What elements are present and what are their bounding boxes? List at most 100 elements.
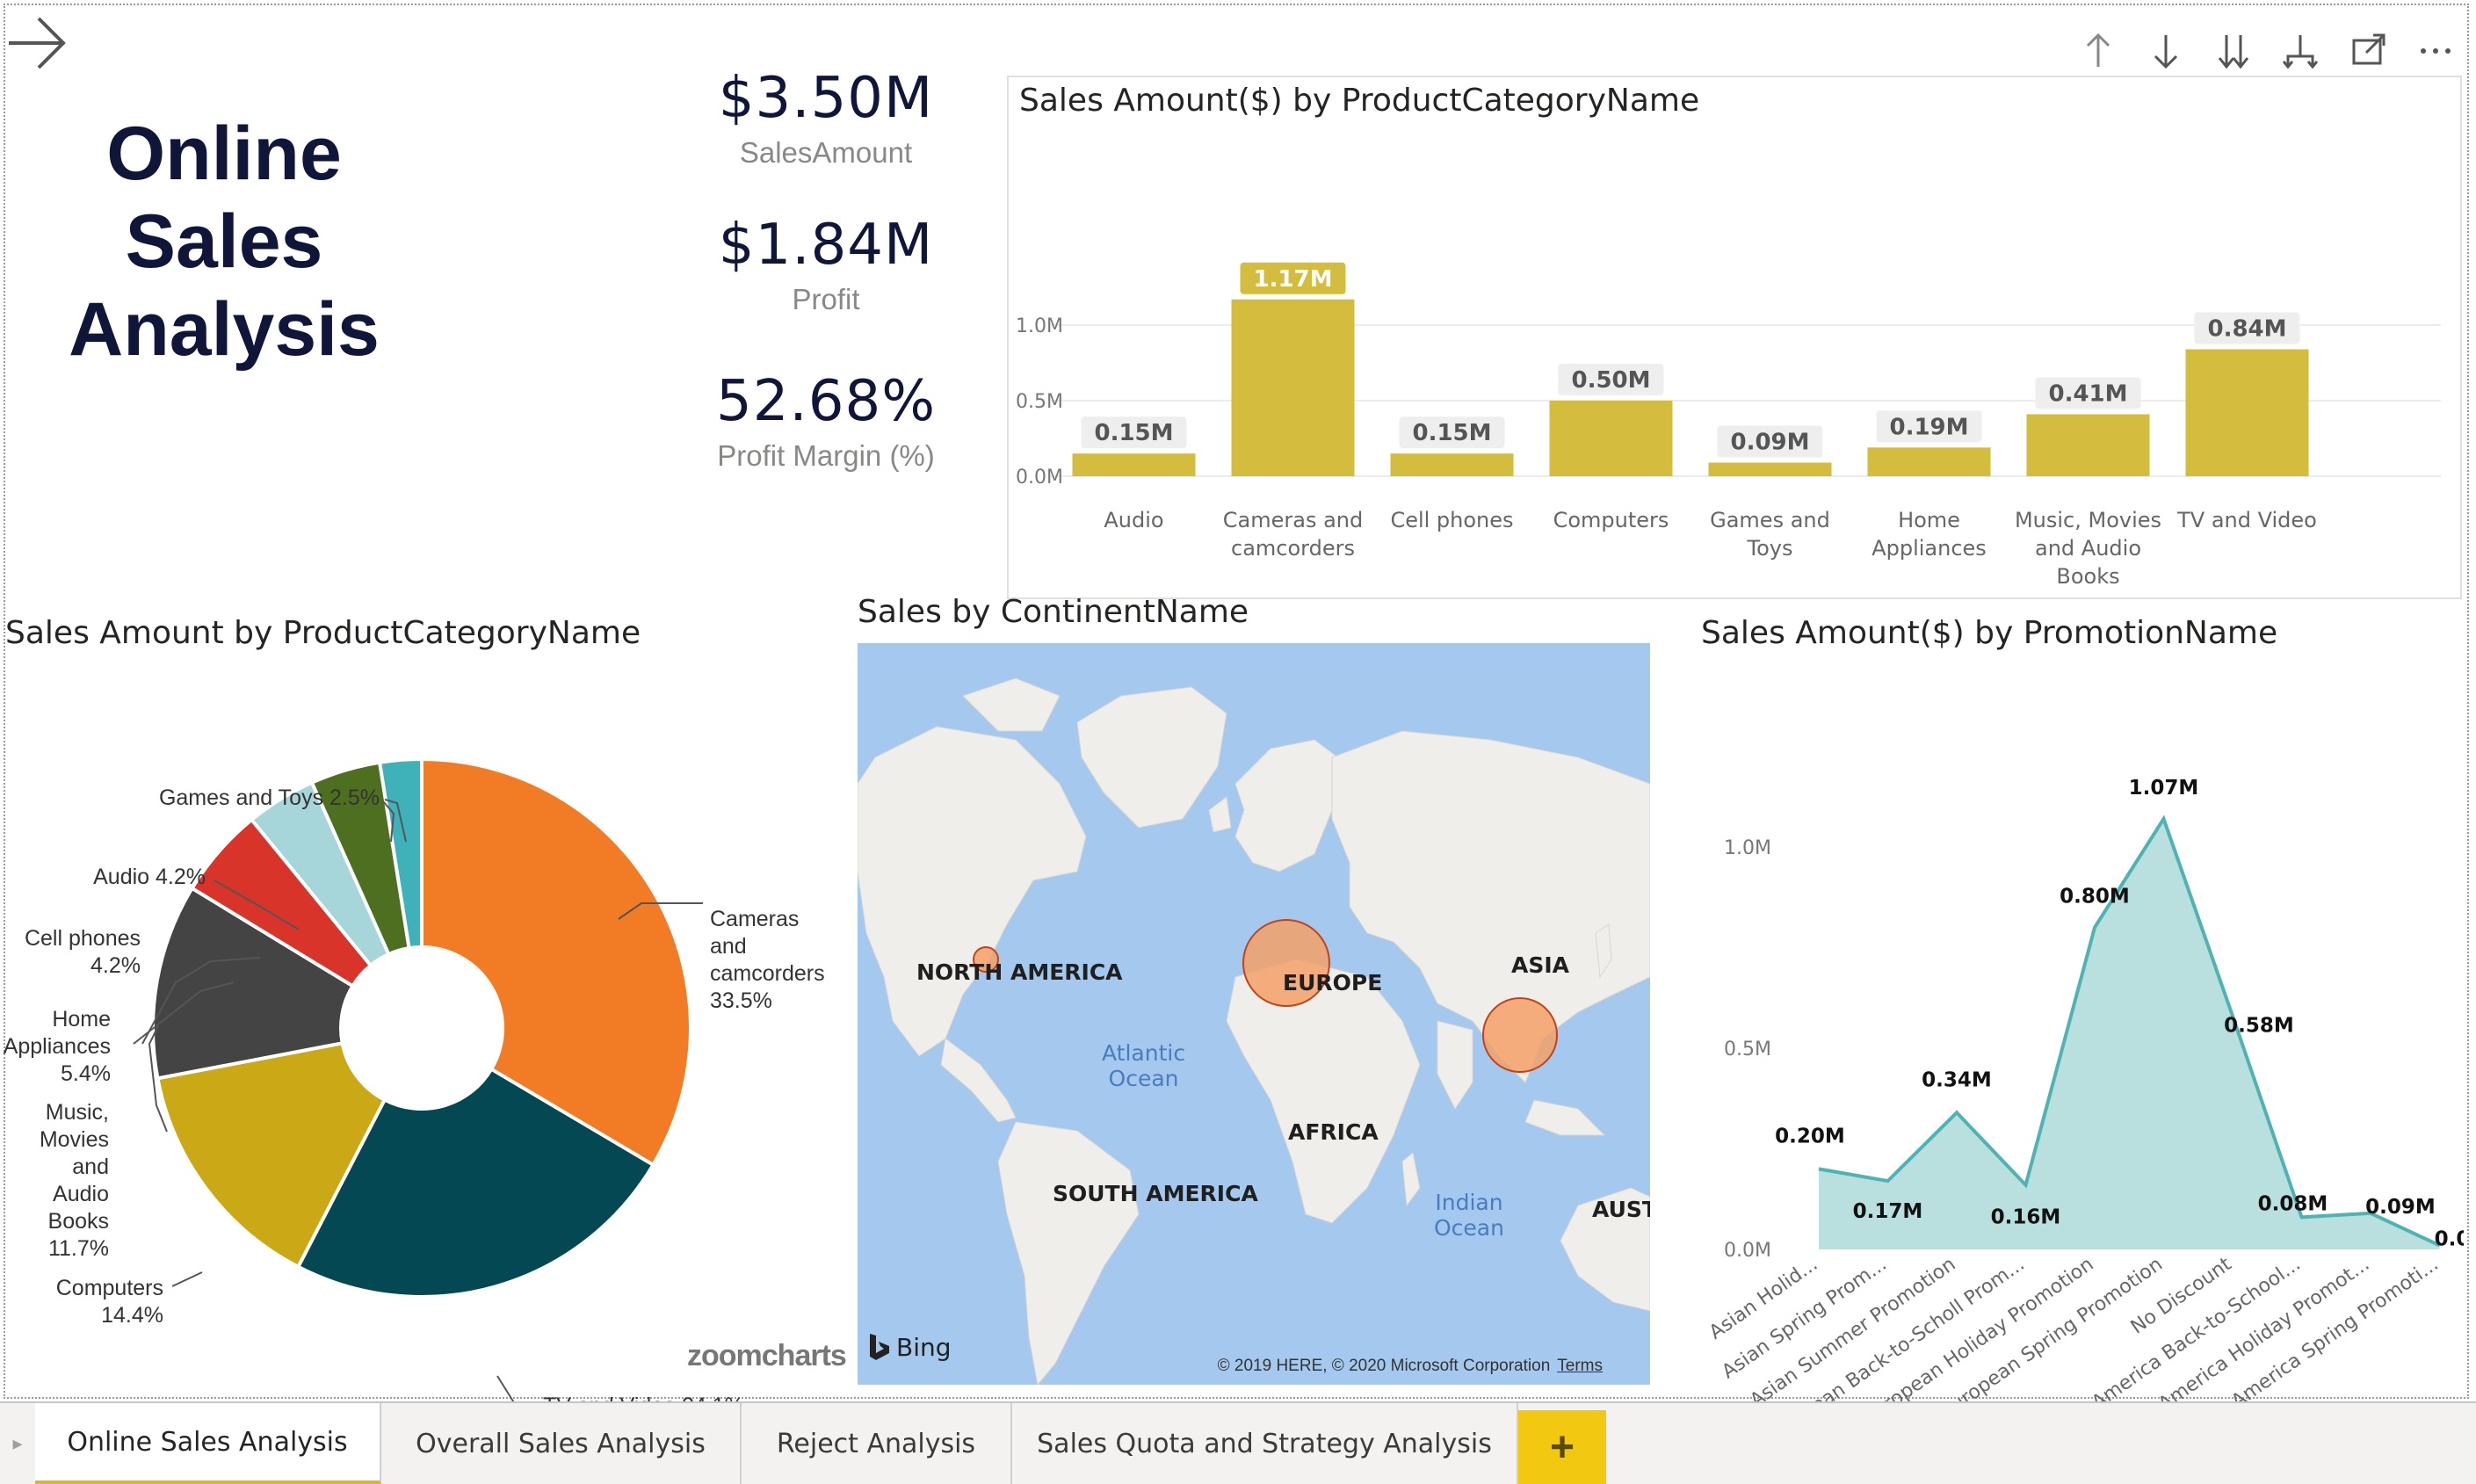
pie-slice-label: Home — [52, 1007, 111, 1032]
bar-data-label-bg — [1081, 416, 1187, 449]
pie-leader-line — [171, 1271, 203, 1287]
tab-online-sales-analysis[interactable]: Online Sales Analysis — [35, 1403, 381, 1484]
report-title-line: Analysis — [69, 287, 380, 372]
bar-data-label-bg — [2035, 377, 2141, 409]
bar-chart-title: Sales Amount($) by ProductCategoryName — [1019, 83, 1700, 119]
bar-data-label: 0.15M — [1094, 420, 1173, 446]
pie-slice[interactable] — [151, 886, 356, 1081]
area-data-label: 0.09M — [2365, 1196, 2436, 1219]
bar-mark — [1231, 299, 1355, 476]
bar-data-label: 0.19M — [1889, 414, 1968, 440]
map-bubble-asia[interactable] — [1482, 997, 1558, 1073]
back-arrow-icon[interactable] — [5, 12, 67, 74]
bar-mark — [2185, 349, 2309, 476]
report-canvas: Online Sales Analysis $3.50M SalesAmount… — [4, 4, 2469, 1423]
pie-slice-label: Computers — [56, 1276, 163, 1300]
area-data-label: 0.20M — [1775, 1125, 1845, 1147]
area-plot-area: 0.0M 0.5M 1.0M 0.20M 0.17M 0.34M 0.16M 0.80M 1.0… — [1705, 777, 2464, 1423]
kpi-card-profit[interactable]: $1.84M Profit — [668, 213, 984, 316]
map-bubble-europe[interactable] — [1242, 919, 1330, 1007]
bar-mark — [1390, 453, 1514, 476]
pie-slice-label: Audio 4.2% — [93, 865, 206, 889]
bar-mark — [1867, 447, 1991, 476]
area-data-label: 0.34M — [1922, 1068, 1992, 1091]
bar-data-label-bg — [1717, 425, 1823, 458]
kpi-value: $3.50M — [718, 66, 934, 131]
arrow-down-icon[interactable] — [2141, 26, 2190, 76]
pie-slice-label: Audio — [53, 1182, 109, 1206]
more-options-icon[interactable] — [2411, 26, 2460, 76]
pie-slice[interactable] — [156, 1040, 387, 1270]
bar-x-tick-label: Cameras and — [1223, 508, 1363, 532]
pie-leader-line — [214, 880, 300, 930]
bar-data-label: 0.50M — [1571, 367, 1650, 394]
pie-slice[interactable] — [377, 756, 424, 951]
map-bubble-north-america[interactable] — [973, 946, 999, 973]
bar-data-label: 1.17M — [1253, 266, 1332, 293]
pie-slice-label: Cameras — [710, 907, 799, 931]
tab-scroll-left-icon[interactable]: ▸ — [12, 1432, 23, 1454]
pie-slice-label: and — [72, 1155, 109, 1179]
expand-hierarchy-icon[interactable] — [2276, 26, 2325, 76]
area-chart-plot[interactable]: 0.0M 0.5M 1.0M 0.20M 0.17M 0.34M 0.16M 0.80M 1.0… — [1699, 668, 2464, 1423]
pie-slice-label: Movies — [40, 1127, 109, 1152]
report-title: Online Sales Analysis — [35, 110, 413, 373]
bar-chart-card[interactable]: Sales Amount($) by ProductCategoryName 0… — [1007, 76, 2462, 599]
world-map-landmass — [858, 677, 1650, 1385]
tab-overall-sales-analysis[interactable]: Overall Sales Analysis — [381, 1403, 742, 1484]
bar-y-tick-label: 0.5M — [1016, 391, 1063, 413]
area-fill — [1819, 818, 2440, 1249]
add-page-button[interactable]: + — [1518, 1410, 1606, 1484]
bar-x-tick-label: Toys — [1747, 536, 1793, 561]
focus-mode-icon[interactable] — [2343, 26, 2393, 76]
pie-leader-line — [148, 1025, 168, 1133]
bar-mark — [1708, 462, 1832, 476]
pie-slice[interactable] — [295, 1067, 656, 1299]
pie-leader-line — [384, 799, 407, 843]
area-y-tick-label: 0.0M — [1724, 1240, 1771, 1262]
report-title-line: Online — [106, 112, 342, 196]
pie-slice[interactable] — [420, 756, 692, 1168]
bar-x-tick-label: Music, Movies — [2015, 508, 2161, 532]
kpi-card-sales-amount[interactable]: $3.50M SalesAmount — [668, 66, 984, 170]
map-label-asia: ASIA — [1511, 952, 1570, 978]
tab-reject-analysis[interactable]: Reject Analysis — [742, 1403, 1012, 1484]
page-tabs-bar: ▸ Online Sales Analysis Overall Sales An… — [0, 1401, 2476, 1484]
area-data-label: 0.01M — [2435, 1227, 2464, 1250]
map-visual[interactable]: NORTH AMERICA EUROPE ASIA AFRICA SOUTH A… — [858, 643, 1650, 1385]
kpi-label: Profit — [792, 283, 860, 315]
pie-slice-label: 5.4% — [61, 1061, 111, 1086]
bar-x-tick-label: Computers — [1553, 508, 1669, 532]
area-y-tick-label: 0.5M — [1724, 1039, 1771, 1061]
area-data-label: 0.17M — [1853, 1200, 1923, 1223]
bar-x-tick-label: Appliances — [1871, 536, 1987, 561]
report-title-line: Sales — [125, 199, 323, 284]
pie-slice-label: 11.7% — [48, 1236, 109, 1261]
pie-chart-title: Sales Amount by ProductCategoryName — [5, 615, 641, 651]
kpi-value: 52.68% — [715, 369, 937, 434]
bar-data-label-bg — [1399, 416, 1505, 449]
bar-data-label: 0.15M — [1412, 420, 1491, 446]
tab-sales-quota-and-strategy-analysis[interactable]: Sales Quota and Strategy Analysis — [1012, 1403, 1518, 1484]
area-data-label: 0.08M — [2258, 1192, 2328, 1215]
bar-x-tick-label: Books — [2056, 564, 2119, 589]
pie-slice-label: Games and Toys 2.5% — [159, 785, 380, 810]
kpi-card-profit-margin[interactable]: 52.68% Profit Margin (%) — [668, 369, 984, 473]
area-data-label: 1.07M — [2129, 777, 2199, 800]
area-chart-title: Sales Amount($) by PromotionName — [1701, 615, 2278, 651]
bing-icon — [870, 1334, 889, 1360]
map-label-indian-ocean: Indian Ocean — [1434, 1190, 1504, 1241]
pie-slice-label: Books — [48, 1209, 109, 1234]
arrow-up-icon[interactable] — [2074, 26, 2123, 76]
bar-data-label-bg — [2194, 312, 2300, 344]
pie-slice-label: and — [710, 934, 747, 959]
kpi-value: $1.84M — [718, 213, 934, 278]
map-label-north-america: NORTH AMERICA — [916, 959, 1123, 985]
bar-data-label: 0.84M — [2207, 316, 2286, 343]
map-terms-link[interactable]: Terms — [1557, 1357, 1603, 1375]
bar-data-label-bg — [1876, 410, 1982, 443]
area-data-label: 0.58M — [2224, 1014, 2294, 1037]
pie-slice-label: camcorders — [710, 961, 825, 986]
double-arrow-down-icon[interactable] — [2209, 26, 2258, 76]
